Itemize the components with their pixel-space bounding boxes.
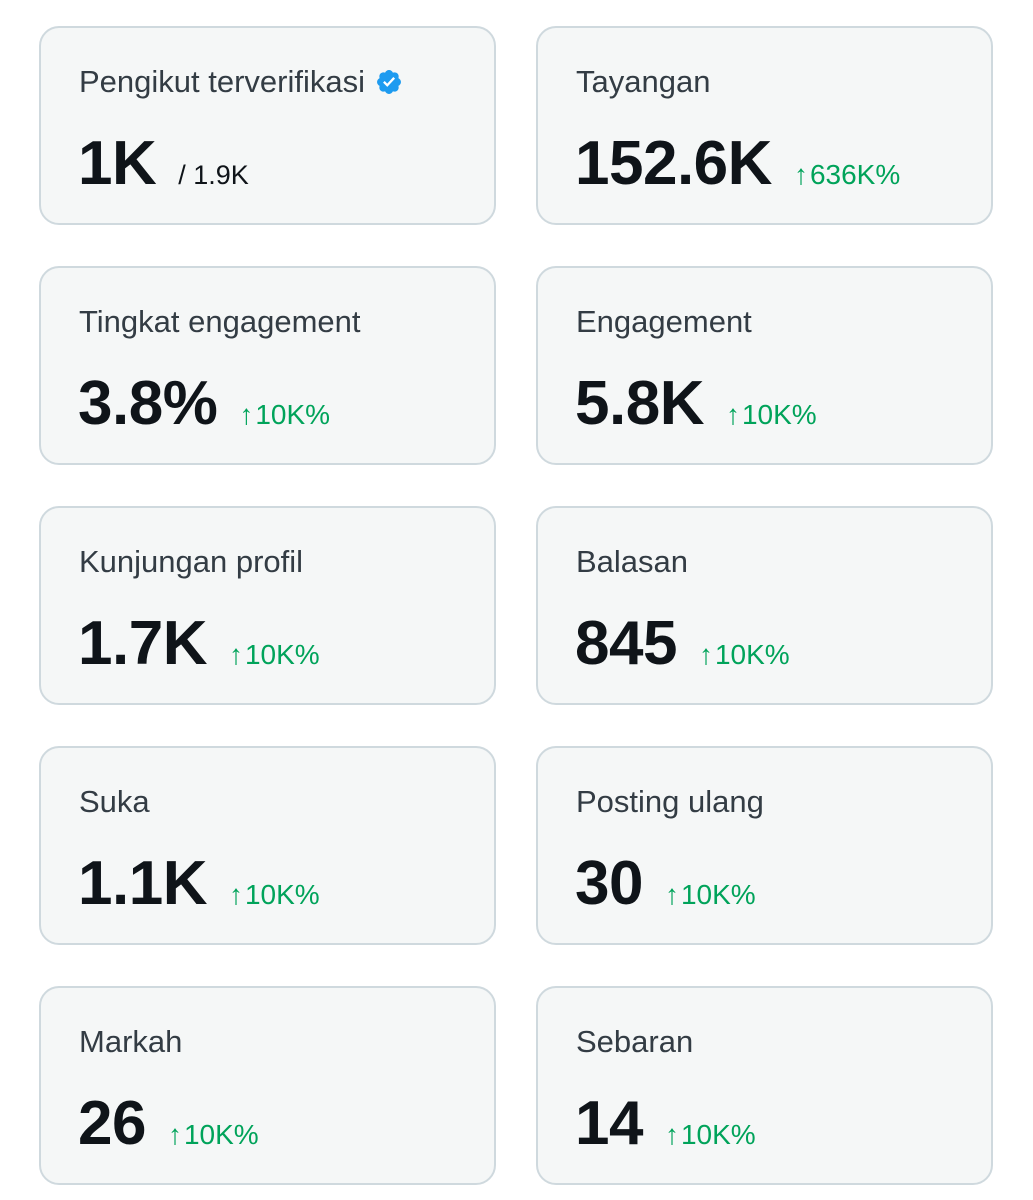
stat-value: 26	[78, 1089, 146, 1158]
arrow-up-icon: ↑	[228, 879, 243, 910]
stat-value-row: 14 ↑ 10K%	[575, 1088, 756, 1159]
stat-value: 1.1K	[78, 849, 207, 918]
stat-change-value: 10K%	[714, 639, 790, 670]
stat-value-row: 152.6K ↑ 636K%	[575, 128, 900, 199]
stat-change: ↑ 636K%	[794, 159, 900, 191]
stat-label-text: Pengikut terverifikasi	[79, 64, 366, 99]
stat-value-row: 3.8% ↑ 10K%	[78, 368, 330, 439]
stat-value: 30	[575, 849, 643, 918]
arrow-up-icon: ↑	[793, 159, 808, 190]
stat-change: ↑ 10K%	[665, 879, 756, 911]
stat-value: 5.8K	[575, 369, 704, 438]
stat-change: ↑ 10K%	[665, 1119, 756, 1151]
stat-card-reposts[interactable]: Posting ulang 30 ↑ 10K%	[536, 746, 993, 945]
stat-change-value: 10K%	[680, 879, 756, 910]
stat-change: ↑ 10K%	[229, 639, 320, 671]
stat-change-value: 10K%	[244, 639, 320, 670]
stat-value: 14	[575, 1089, 643, 1158]
stat-change-value: 10K%	[680, 1119, 756, 1150]
stat-card-impressions[interactable]: Tayangan 152.6K ↑ 636K%	[536, 26, 993, 225]
stat-change-value: 10K%	[183, 1119, 259, 1150]
stat-change: ↑ 10K%	[168, 1119, 259, 1151]
stat-change-value: 10K%	[244, 879, 320, 910]
stat-card-likes[interactable]: Suka 1.1K ↑ 10K%	[39, 746, 496, 945]
stat-card-replies[interactable]: Balasan 845 ↑ 10K%	[536, 506, 993, 705]
stat-label: Tayangan	[576, 64, 711, 99]
stat-value-row: 845 ↑ 10K%	[575, 608, 790, 679]
arrow-up-icon: ↑	[725, 399, 740, 430]
stat-change-value: 10K%	[741, 399, 817, 430]
stat-value: 845	[575, 609, 677, 678]
stat-card-engagement[interactable]: Engagement 5.8K ↑ 10K%	[536, 266, 993, 465]
stat-change-value: 10K%	[255, 399, 331, 430]
stat-label: Posting ulang	[576, 784, 764, 819]
stat-label: Kunjungan profil	[79, 544, 304, 579]
stat-change: ↑ 10K%	[239, 399, 330, 431]
stat-label: Suka	[79, 784, 150, 819]
stat-card-profile-visits[interactable]: Kunjungan profil 1.7K ↑ 10K%	[39, 506, 496, 705]
stat-change: ↑ 10K%	[229, 879, 320, 911]
stat-label: Balasan	[576, 544, 689, 579]
stat-value-row: 1.7K ↑ 10K%	[78, 608, 320, 679]
stat-value-row: 1.1K ↑ 10K%	[78, 848, 320, 919]
arrow-up-icon: ↑	[239, 399, 254, 430]
stat-label: Sebaran	[576, 1024, 694, 1059]
arrow-up-icon: ↑	[664, 1119, 679, 1150]
stat-value-row: 30 ↑ 10K%	[575, 848, 756, 919]
stat-change: ↑ 10K%	[699, 639, 790, 671]
stat-label: Markah	[79, 1024, 183, 1059]
stat-value-row: 1K / 1.9K	[78, 128, 249, 199]
verified-badge-icon	[375, 68, 403, 96]
stat-label: Tingkat engagement	[79, 304, 361, 339]
stat-change-value: 636K%	[809, 159, 901, 190]
stat-card-shares[interactable]: Sebaran 14 ↑ 10K%	[536, 986, 993, 1185]
stat-label: Pengikut terverifikasi	[79, 64, 403, 100]
stat-total: / 1.9K	[178, 160, 249, 190]
arrow-up-icon: ↑	[228, 639, 243, 670]
stat-card-bookmarks[interactable]: Markah 26 ↑ 10K%	[39, 986, 496, 1185]
stat-label: Engagement	[576, 304, 752, 339]
arrow-up-icon: ↑	[167, 1119, 182, 1150]
stat-change: ↑ 10K%	[726, 399, 817, 431]
stat-value: 3.8%	[78, 369, 218, 438]
arrow-up-icon: ↑	[698, 639, 713, 670]
stat-card-verified-followers[interactable]: Pengikut terverifikasi 1K / 1.9K	[39, 26, 496, 225]
stat-value-row: 26 ↑ 10K%	[78, 1088, 259, 1159]
arrow-up-icon: ↑	[664, 879, 679, 910]
stat-value: 1K	[78, 129, 157, 198]
stat-card-engagement-rate[interactable]: Tingkat engagement 3.8% ↑ 10K%	[39, 266, 496, 465]
stat-value: 1.7K	[78, 609, 207, 678]
stat-value: 152.6K	[575, 129, 772, 198]
stat-value-row: 5.8K ↑ 10K%	[575, 368, 817, 439]
